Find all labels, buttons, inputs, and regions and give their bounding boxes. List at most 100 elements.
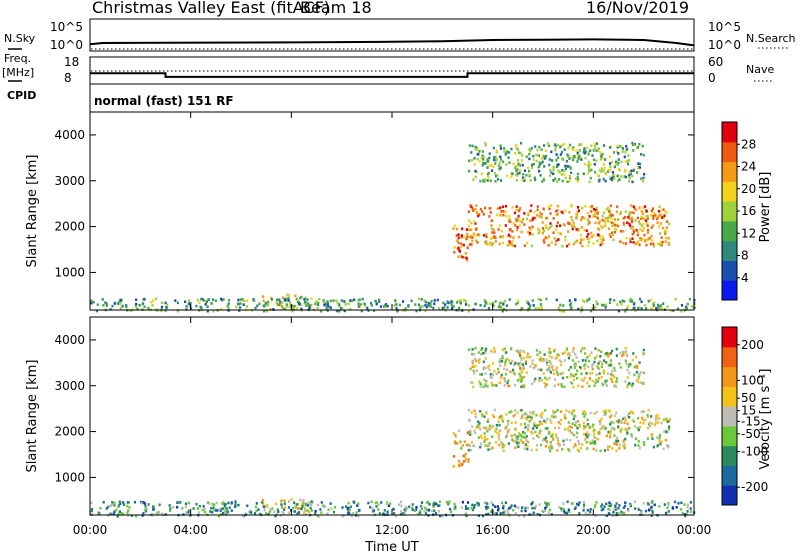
scatter-cell xyxy=(608,215,611,219)
scatter-cell xyxy=(635,242,638,245)
scatter-cell xyxy=(490,350,493,353)
scatter-cell xyxy=(644,205,647,208)
scatter-cell xyxy=(616,144,619,148)
scatter-cell xyxy=(424,506,427,510)
scatter-cell xyxy=(589,149,592,152)
scatter-cell xyxy=(525,173,528,177)
scatter-cell xyxy=(350,299,354,303)
scatter-cell xyxy=(548,354,551,358)
scatter-cell xyxy=(503,379,506,383)
scatter-cell xyxy=(449,507,452,511)
scatter-cell xyxy=(329,306,332,309)
scatter-cell xyxy=(480,156,483,160)
scatter-cell xyxy=(537,231,540,235)
scatter-cell xyxy=(589,163,592,166)
scatter-cell xyxy=(652,242,655,246)
scatter-cell xyxy=(547,244,550,247)
scatter-cell xyxy=(609,165,612,168)
scatter-cell xyxy=(628,371,631,375)
scatter-cell xyxy=(615,419,618,423)
scatter-cell xyxy=(635,437,638,441)
scatter-cell xyxy=(489,302,492,306)
scatter-cell xyxy=(499,429,502,432)
scatter-cell xyxy=(628,213,631,216)
scatter-cell xyxy=(169,509,172,513)
scatter-cell xyxy=(577,178,580,182)
scatter-cell xyxy=(211,503,214,506)
scatter-cell xyxy=(206,501,209,504)
scatter-cell xyxy=(558,178,561,181)
scatter-cell xyxy=(613,414,617,418)
scatter-cell xyxy=(586,299,589,303)
scatter-cell xyxy=(295,506,298,509)
scatter-cell xyxy=(560,363,563,367)
scatter-cell xyxy=(523,244,526,247)
scatter-cell xyxy=(572,385,575,389)
scatter-cell xyxy=(655,417,658,420)
scatter-cell xyxy=(533,422,536,426)
scatter-cell xyxy=(573,507,577,510)
scatter-cell xyxy=(214,299,217,302)
scatter-cell xyxy=(647,423,650,426)
scatter-cell xyxy=(564,239,567,242)
scatter-cell xyxy=(501,356,504,360)
scatter-cell xyxy=(184,505,187,509)
scatter-cell xyxy=(468,243,471,246)
scatter-cell xyxy=(419,504,422,508)
scatter-cell xyxy=(638,243,641,246)
scatter-cell xyxy=(647,237,650,240)
scatter-cell xyxy=(458,464,461,468)
scatter-cell xyxy=(554,426,557,430)
scatter-cell xyxy=(550,421,553,424)
scatter-cell xyxy=(491,362,495,365)
scatter-cell xyxy=(527,213,530,217)
scatter-cell xyxy=(567,508,570,512)
scatter-cell xyxy=(470,228,473,232)
scatter-cell xyxy=(638,206,641,209)
scatter-cell xyxy=(543,241,546,244)
scatter-cell xyxy=(491,231,494,234)
scatter-cell xyxy=(494,505,497,509)
scatter-cell xyxy=(600,170,603,173)
scatter-cell xyxy=(519,169,522,172)
scatter-cell xyxy=(494,236,497,240)
scatter-cell xyxy=(499,155,502,159)
scatter-cell xyxy=(607,512,610,515)
scatter-cell xyxy=(323,505,327,508)
scatter-cell xyxy=(607,504,610,508)
scatter-cell xyxy=(516,147,519,151)
scatter-cell xyxy=(570,216,573,219)
scatter-cell xyxy=(479,428,482,431)
scatter-cell xyxy=(488,164,491,168)
scatter-cell xyxy=(587,153,590,156)
scatter-cell xyxy=(605,351,608,355)
scatter-cell xyxy=(594,514,597,517)
scatter-cell xyxy=(666,305,669,308)
scatter-cell xyxy=(113,503,116,507)
scatter-cell xyxy=(532,304,535,307)
scatter-cell xyxy=(683,513,687,516)
scatter-cell xyxy=(546,368,549,372)
scatter-cell xyxy=(603,163,606,166)
scatter-cell xyxy=(515,434,518,438)
scatter-cell xyxy=(658,437,661,440)
scatter-cell xyxy=(597,349,600,352)
scatter-cell xyxy=(288,304,292,307)
scatter-cell xyxy=(550,362,553,365)
scatter-cell xyxy=(195,502,198,506)
scatter-cell xyxy=(531,432,534,435)
scatter-cell xyxy=(451,307,454,310)
scatter-cell xyxy=(591,367,594,371)
scatter-cell xyxy=(357,305,360,308)
scatter-cell xyxy=(315,300,318,303)
scatter-cell xyxy=(557,439,560,443)
scatter-cell xyxy=(408,505,411,509)
scatter-cell xyxy=(479,373,482,376)
scatter-cell xyxy=(586,509,589,512)
scatter-cell xyxy=(487,506,490,509)
scatter-cell xyxy=(501,355,504,358)
scatter-cell xyxy=(590,210,593,213)
scatter-cell xyxy=(293,501,296,504)
scatter-cell xyxy=(423,509,426,513)
scatter-cell xyxy=(555,368,558,371)
